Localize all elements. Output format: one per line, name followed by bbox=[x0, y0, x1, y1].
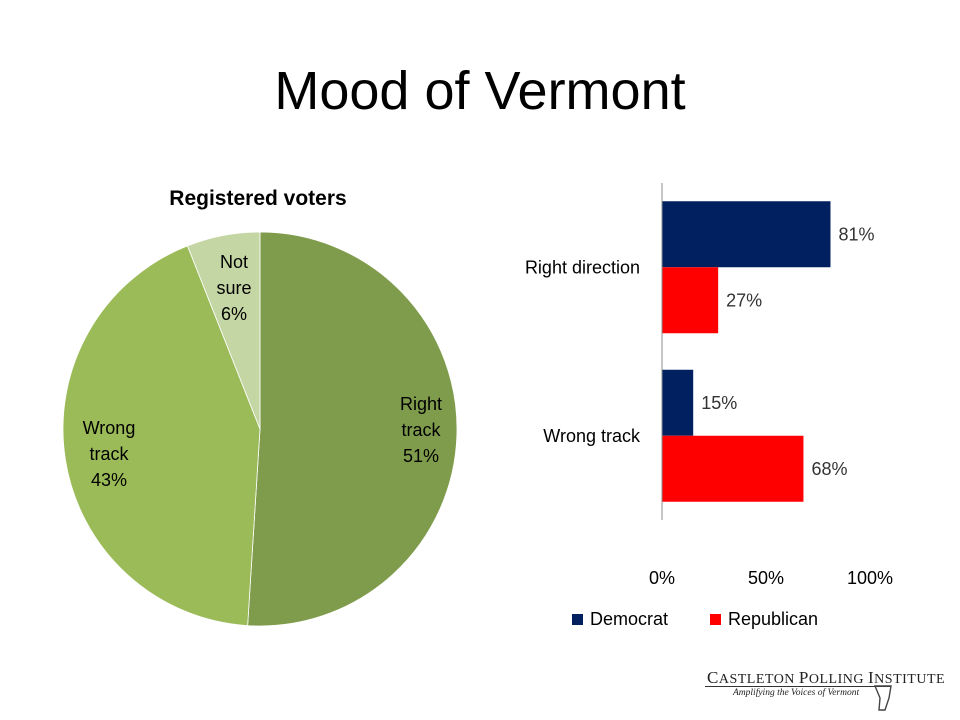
x-tick-label: 100% bbox=[847, 568, 893, 588]
x-tick-label: 0% bbox=[649, 568, 675, 588]
pie-slice bbox=[186, 231, 261, 430]
pie-title: Registered voters bbox=[169, 187, 346, 210]
page-title: Mood of Vermont bbox=[274, 61, 686, 121]
bar-data-label: 81% bbox=[838, 224, 874, 244]
legend-swatch bbox=[710, 614, 721, 625]
castleton-polling-logo: CASTLETON POLLING INSTITUTE Amplifying t… bbox=[703, 666, 945, 712]
pie-slice bbox=[62, 245, 261, 627]
x-tick-label: 50% bbox=[748, 568, 784, 588]
category-label: Wrong track bbox=[543, 426, 641, 446]
logo-name: CASTLETON POLLING INSTITUTE bbox=[707, 668, 946, 687]
bar bbox=[662, 435, 804, 502]
pie-slice-label: Not sure 6% bbox=[216, 252, 251, 324]
bar-data-label: 27% bbox=[726, 290, 762, 310]
bar-chart: 81% 27% Right direction 15% 68% Wrong track 0%… bbox=[525, 183, 893, 629]
logo-tagline: Amplifying the Voices of Vermont bbox=[733, 688, 860, 698]
bar bbox=[662, 267, 719, 334]
pie-chart: Registered voters Right track 51% Wrong track… bbox=[62, 187, 458, 627]
category-label: Right direction bbox=[525, 257, 640, 277]
legend-label: Republican bbox=[728, 609, 818, 629]
bar-data-label: 68% bbox=[811, 459, 847, 479]
vermont-outline-icon bbox=[873, 685, 892, 711]
legend-label: Democrat bbox=[590, 609, 668, 629]
logo-rule bbox=[705, 686, 891, 687]
bar bbox=[662, 369, 694, 436]
bar bbox=[662, 201, 831, 268]
bar-data-label: 15% bbox=[701, 393, 737, 413]
legend-swatch bbox=[572, 614, 583, 625]
pie-slice bbox=[247, 231, 458, 627]
pie-slice-label: Right track 51% bbox=[400, 394, 442, 466]
pie-slice-label: Wrong track 43% bbox=[83, 418, 136, 490]
